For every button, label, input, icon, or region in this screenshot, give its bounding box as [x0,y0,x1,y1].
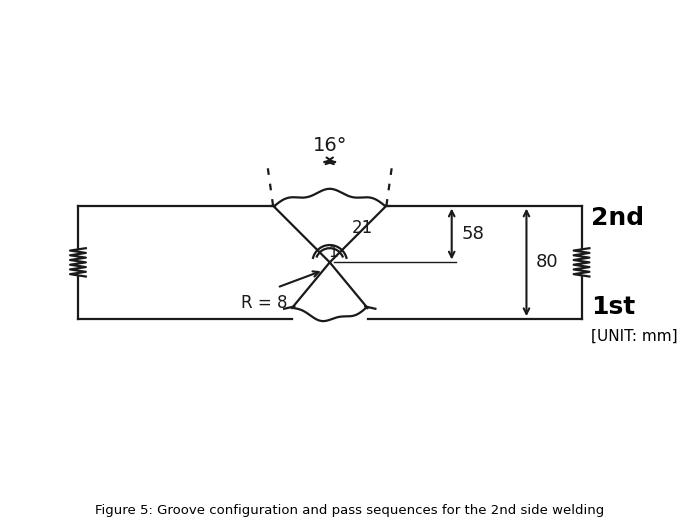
Text: Figure 5: Groove configuration and pass sequences for the 2nd side welding: Figure 5: Groove configuration and pass … [95,504,605,517]
Text: 2nd: 2nd [591,206,644,230]
Text: [UNIT: mm]: [UNIT: mm] [591,328,678,343]
Text: 16°: 16° [312,136,347,156]
Text: 21: 21 [352,219,373,237]
Text: 80: 80 [536,253,559,271]
Text: R = 8: R = 8 [241,294,287,312]
Text: 1: 1 [328,245,337,260]
Text: 58: 58 [461,225,484,243]
Text: 1st: 1st [591,295,635,319]
